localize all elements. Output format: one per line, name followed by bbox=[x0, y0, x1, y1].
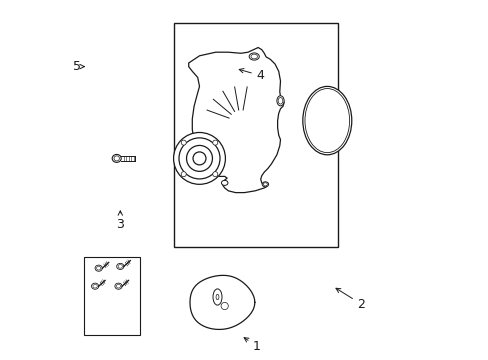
Ellipse shape bbox=[213, 289, 222, 305]
Bar bbox=[174, 23, 337, 247]
Ellipse shape bbox=[93, 284, 97, 288]
Ellipse shape bbox=[216, 294, 219, 300]
Circle shape bbox=[173, 132, 225, 184]
Text: 4: 4 bbox=[239, 68, 264, 82]
Ellipse shape bbox=[263, 183, 267, 186]
Ellipse shape bbox=[305, 89, 349, 153]
Text: 5: 5 bbox=[73, 60, 84, 73]
Ellipse shape bbox=[115, 283, 122, 289]
Circle shape bbox=[179, 138, 220, 179]
Bar bbox=[84, 257, 140, 335]
Circle shape bbox=[221, 302, 228, 310]
Ellipse shape bbox=[262, 182, 268, 187]
Circle shape bbox=[193, 152, 205, 165]
Ellipse shape bbox=[114, 156, 119, 161]
Polygon shape bbox=[190, 275, 254, 329]
Ellipse shape bbox=[117, 264, 123, 269]
Ellipse shape bbox=[112, 154, 121, 162]
Circle shape bbox=[212, 172, 217, 177]
Ellipse shape bbox=[249, 53, 259, 60]
Circle shape bbox=[181, 172, 186, 177]
Ellipse shape bbox=[276, 96, 284, 106]
Circle shape bbox=[212, 140, 217, 145]
Ellipse shape bbox=[118, 265, 122, 268]
Circle shape bbox=[181, 140, 186, 145]
Ellipse shape bbox=[302, 86, 351, 155]
Polygon shape bbox=[188, 48, 284, 193]
Ellipse shape bbox=[250, 54, 257, 59]
Ellipse shape bbox=[95, 265, 102, 271]
Ellipse shape bbox=[91, 283, 99, 289]
Ellipse shape bbox=[278, 98, 282, 104]
Circle shape bbox=[186, 145, 212, 171]
Text: 1: 1 bbox=[244, 338, 261, 353]
Text: 3: 3 bbox=[116, 211, 124, 231]
Ellipse shape bbox=[96, 266, 101, 270]
Ellipse shape bbox=[116, 284, 121, 288]
Ellipse shape bbox=[221, 180, 227, 185]
Text: 2: 2 bbox=[335, 288, 365, 311]
